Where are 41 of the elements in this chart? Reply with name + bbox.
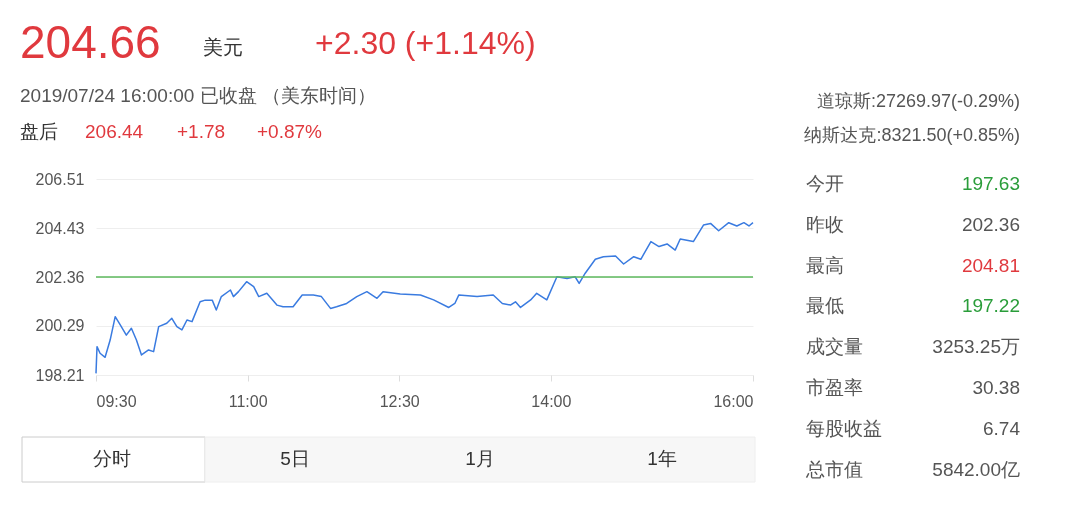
x-tick-label: 12:30 [379,392,420,410]
text: 1月 [465,448,495,469]
text: 204.66 [20,16,161,68]
text: 盘后 [20,121,58,142]
text: 成交量 [806,336,863,358]
text: 202.36 [961,213,1020,235]
text: 分时 [93,448,131,469]
text: 最高 [806,254,844,276]
text: 5日 [280,448,310,469]
text: 204.81 [961,254,1020,276]
text: 6.74 [983,417,1021,439]
text: 今开 [806,173,844,194]
y-tick-label: 200.29 [35,317,85,335]
x-tick-label: 09:30 [96,392,137,410]
text: 5842.00亿 [932,458,1020,480]
y-tick-label: 206.51 [35,170,85,188]
y-tick-label: 204.43 [35,219,85,237]
text: 总市值 [805,458,863,480]
x-tick-label: 11:00 [228,392,268,410]
text: 纳斯达克:8321.50(+0.85%) [804,125,1020,145]
line-series [95,221,754,375]
text: 30.38 [972,377,1020,398]
text: 昨收 [806,213,844,235]
y-tick-label: 202.36 [35,268,85,286]
text: 1年 [647,448,677,469]
text: +2.30 (+1.14%) [315,25,536,61]
x-tick-label: 16:00 [713,392,754,410]
text: +0.87% [257,121,323,142]
text: 道琼斯:27269.97(-0.29%) [816,91,1020,111]
text: 2019/07/24 16:00:00 已收盘 （美东时间） [20,85,376,106]
y-tick-label: 198.21 [35,366,85,384]
text: 市盈率 [806,377,863,398]
text: 最低 [806,295,844,317]
text: 197.22 [961,295,1020,317]
text: 每股收益 [806,417,882,439]
text: 197.63 [961,173,1020,194]
x-tick-label: 14:00 [531,392,572,410]
text: 美元 [203,36,243,58]
text: 3253.25万 [932,336,1020,358]
text: 206.44 [85,121,144,142]
text: +1.78 [177,121,226,142]
